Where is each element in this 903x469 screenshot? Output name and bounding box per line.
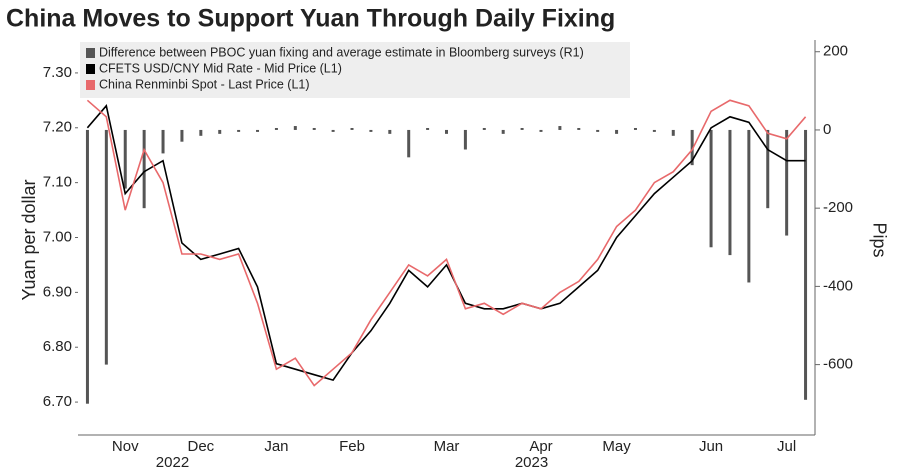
line xyxy=(86,99,807,387)
bar xyxy=(539,129,543,132)
legend-swatch xyxy=(86,80,95,90)
y-tick-label: 7.00 xyxy=(43,228,72,245)
bar xyxy=(463,129,467,150)
bar xyxy=(633,127,637,130)
bar xyxy=(804,129,808,400)
y-tick-label: 7.10 xyxy=(43,174,72,191)
bar xyxy=(369,129,373,132)
x-tick-label: Feb xyxy=(339,438,365,455)
bar xyxy=(596,129,600,132)
bar xyxy=(558,126,562,130)
bar xyxy=(577,127,581,130)
x-group-label: 2022 xyxy=(156,454,189,469)
x-group-label: 2023 xyxy=(515,454,548,469)
y2-tick-label: -600 xyxy=(823,356,853,373)
bar xyxy=(766,129,770,209)
bar xyxy=(445,129,448,134)
bar xyxy=(274,127,278,130)
y-tick-label: 6.70 xyxy=(43,393,72,410)
y-tick-label: 6.90 xyxy=(43,283,72,300)
bar xyxy=(85,129,89,404)
legend-box xyxy=(80,42,630,98)
bar xyxy=(690,129,694,166)
x-tick-label: Apr xyxy=(529,438,552,455)
legend-label: CFETS USD/CNY Mid Rate - Mid Price (L1) xyxy=(99,61,342,75)
y-tick-label: 7.30 xyxy=(43,64,72,81)
legend-swatch xyxy=(86,64,95,74)
bar xyxy=(520,127,524,130)
bar xyxy=(142,129,146,209)
bar xyxy=(501,129,505,134)
y2-tick-label: 0 xyxy=(823,121,831,138)
bar xyxy=(161,129,165,154)
bar xyxy=(312,127,316,130)
bar xyxy=(199,129,203,136)
bar xyxy=(104,129,108,365)
bar xyxy=(388,129,392,134)
bar xyxy=(407,129,411,158)
x-tick-label: Jan xyxy=(264,438,288,455)
bar xyxy=(671,129,675,136)
x-tick-label: Jun xyxy=(699,438,723,455)
y2-axis-label: Pips xyxy=(869,222,889,257)
bar xyxy=(482,127,486,130)
bar xyxy=(615,129,619,134)
bar xyxy=(256,129,260,132)
bar xyxy=(426,127,430,130)
x-tick-label: May xyxy=(602,438,631,455)
bar xyxy=(709,129,713,248)
legend-label: Difference between PBOC yuan fixing and … xyxy=(99,45,584,59)
x-tick-label: Mar xyxy=(434,438,460,455)
y2-tick-label: 200 xyxy=(823,43,848,60)
bar xyxy=(785,129,789,236)
bar xyxy=(747,129,751,283)
bar xyxy=(237,129,241,132)
bar xyxy=(123,129,127,189)
x-tick-label: Nov xyxy=(112,438,139,455)
x-tick-label: Jul xyxy=(777,438,796,455)
y2-tick-label: -400 xyxy=(823,277,853,294)
bar xyxy=(728,129,732,256)
bar xyxy=(180,129,184,142)
bar xyxy=(350,127,354,130)
bar xyxy=(331,129,335,132)
y-tick-label: 7.20 xyxy=(43,119,72,136)
legend-swatch xyxy=(86,48,95,58)
x-tick-label: Dec xyxy=(187,438,214,455)
bar xyxy=(293,126,297,130)
chart-title: China Moves to Support Yuan Through Dail… xyxy=(6,5,615,33)
y-tick-label: 6.80 xyxy=(43,338,72,355)
legend-label: China Renminbi Spot - Last Price (L1) xyxy=(99,77,310,91)
bar xyxy=(652,129,656,132)
bar xyxy=(218,129,222,134)
y2-tick-label: -200 xyxy=(823,199,853,216)
y-axis-label: Yuan per dollar xyxy=(19,179,39,300)
line xyxy=(86,104,806,382)
